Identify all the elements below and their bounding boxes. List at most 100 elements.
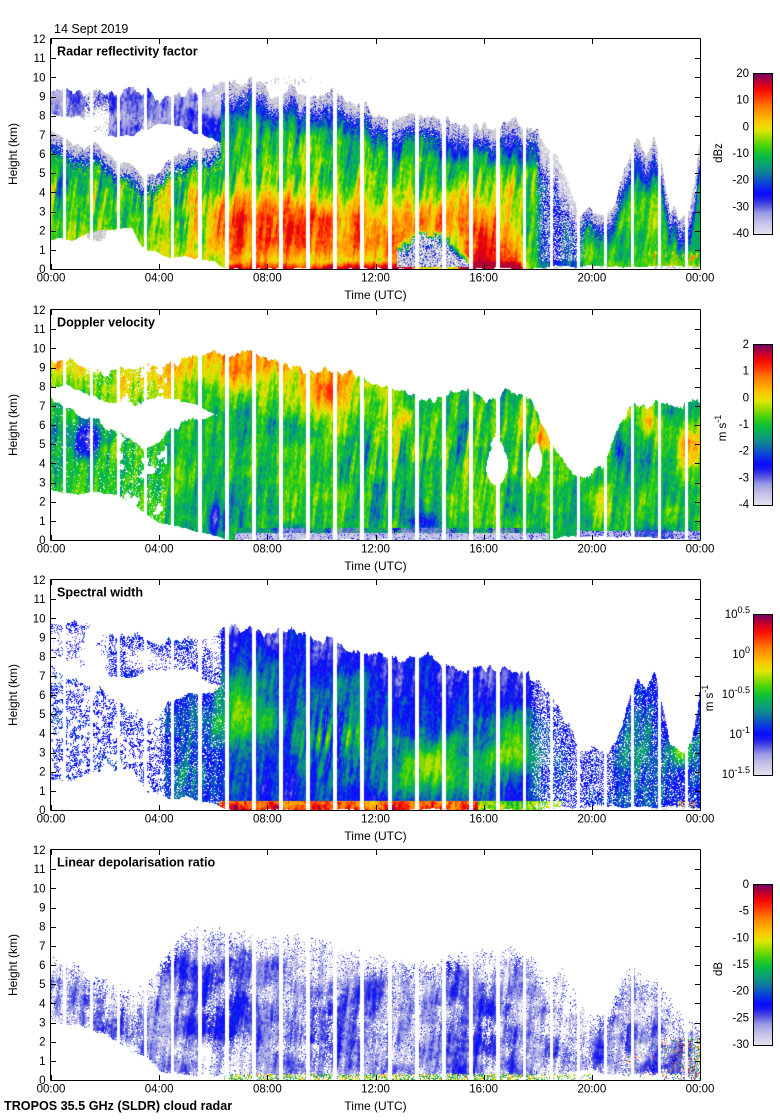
svg-text:Height (km): Height (km) [6, 934, 20, 996]
svg-text:12: 12 [33, 845, 46, 857]
svg-text:7: 7 [39, 130, 45, 142]
svg-text:-25: -25 [732, 1012, 749, 1024]
svg-text:m s-1: m s-1 [713, 415, 729, 442]
svg-text:dBz: dBz [713, 143, 725, 163]
svg-text:100: 100 [732, 645, 750, 661]
svg-text:10: 10 [33, 72, 46, 84]
svg-text:Height (km): Height (km) [6, 664, 20, 726]
svg-text:0: 0 [39, 805, 45, 817]
svg-text:00:00: 00:00 [37, 814, 66, 826]
svg-text:-20: -20 [732, 986, 749, 998]
svg-text:10-1: 10-1 [729, 725, 750, 741]
svg-text:11: 11 [34, 864, 46, 876]
svg-text:3: 3 [39, 748, 45, 760]
svg-text:Time (UTC): Time (UTC) [344, 559, 406, 573]
svg-text:08:00: 08:00 [253, 544, 282, 556]
svg-text:12: 12 [33, 34, 46, 46]
svg-text:6: 6 [39, 420, 45, 432]
svg-text:10: 10 [33, 613, 46, 625]
svg-text:-10: -10 [732, 932, 749, 944]
svg-text:-30: -30 [732, 201, 749, 213]
svg-text:11: 11 [34, 53, 46, 65]
svg-text:-10: -10 [732, 148, 749, 160]
svg-text:m s-1: m s-1 [700, 685, 716, 712]
svg-text:2: 2 [39, 1037, 45, 1049]
svg-text:5: 5 [39, 168, 45, 180]
svg-text:12: 12 [33, 575, 46, 587]
svg-text:-2: -2 [739, 446, 749, 458]
svg-text:20:00: 20:00 [577, 273, 606, 285]
svg-text:00:00: 00:00 [37, 1084, 66, 1096]
svg-text:6: 6 [39, 960, 45, 972]
svg-text:-4: -4 [739, 499, 750, 511]
svg-text:-5: -5 [739, 906, 749, 918]
svg-text:04:00: 04:00 [145, 1084, 174, 1096]
svg-text:Linear depolarisation ratio: Linear depolarisation ratio [57, 856, 215, 870]
svg-text:04:00: 04:00 [145, 273, 174, 285]
svg-text:0: 0 [743, 392, 749, 404]
svg-text:7: 7 [39, 671, 45, 683]
svg-text:14 Sept 2019: 14 Sept 2019 [54, 22, 128, 36]
svg-text:8: 8 [39, 922, 45, 934]
svg-text:5: 5 [39, 979, 45, 991]
svg-text:11: 11 [34, 324, 46, 336]
svg-text:12:00: 12:00 [361, 814, 390, 826]
svg-text:4: 4 [39, 728, 46, 740]
svg-text:1: 1 [39, 786, 45, 798]
svg-text:16:00: 16:00 [469, 544, 498, 556]
svg-text:0: 0 [39, 535, 45, 547]
svg-text:dB: dB [713, 962, 725, 976]
svg-text:4: 4 [39, 998, 46, 1010]
svg-text:11: 11 [34, 594, 46, 606]
svg-text:4: 4 [39, 458, 46, 470]
svg-text:7: 7 [39, 941, 45, 953]
svg-text:08:00: 08:00 [253, 814, 282, 826]
svg-text:Spectral width: Spectral width [57, 586, 143, 600]
svg-text:Radar reflectivity factor: Radar reflectivity factor [57, 45, 198, 59]
svg-text:10-0.5: 10-0.5 [722, 685, 750, 701]
svg-text:Time (UTC): Time (UTC) [344, 1099, 406, 1113]
svg-text:9: 9 [39, 633, 45, 645]
svg-text:00:00: 00:00 [37, 273, 66, 285]
svg-text:10: 10 [736, 95, 749, 107]
svg-text:3: 3 [39, 1018, 45, 1030]
svg-text:3: 3 [39, 207, 45, 219]
svg-text:1: 1 [39, 516, 45, 528]
svg-text:-20: -20 [732, 175, 749, 187]
svg-text:12:00: 12:00 [361, 273, 390, 285]
svg-text:20:00: 20:00 [577, 814, 606, 826]
svg-text:9: 9 [39, 92, 45, 104]
svg-text:00:00: 00:00 [686, 814, 715, 826]
svg-text:16:00: 16:00 [469, 1084, 498, 1096]
svg-text:3: 3 [39, 478, 45, 490]
svg-text:0: 0 [743, 879, 749, 891]
svg-text:Time (UTC): Time (UTC) [344, 288, 406, 302]
svg-text:0: 0 [39, 1075, 45, 1087]
svg-text:-1: -1 [739, 419, 749, 431]
svg-text:04:00: 04:00 [145, 544, 174, 556]
svg-text:TROPOS 35.5 GHz (SLDR) cloud r: TROPOS 35.5 GHz (SLDR) cloud radar [4, 1099, 232, 1113]
svg-text:6: 6 [39, 149, 45, 161]
svg-text:8: 8 [39, 652, 45, 664]
svg-text:12: 12 [33, 305, 46, 317]
svg-text:2: 2 [743, 339, 749, 351]
svg-text:20:00: 20:00 [577, 544, 606, 556]
svg-text:-15: -15 [732, 959, 749, 971]
svg-text:16:00: 16:00 [469, 814, 498, 826]
svg-text:00:00: 00:00 [686, 1084, 715, 1096]
svg-text:-30: -30 [732, 1039, 749, 1051]
svg-text:9: 9 [39, 363, 45, 375]
svg-text:08:00: 08:00 [253, 273, 282, 285]
svg-text:00:00: 00:00 [686, 273, 715, 285]
svg-text:8: 8 [39, 111, 45, 123]
svg-text:20:00: 20:00 [577, 1084, 606, 1096]
svg-text:1: 1 [39, 1056, 45, 1068]
svg-text:1: 1 [39, 245, 45, 257]
svg-text:0: 0 [743, 121, 749, 133]
svg-text:12:00: 12:00 [361, 1084, 390, 1096]
svg-text:10: 10 [33, 343, 46, 355]
svg-text:2: 2 [39, 226, 45, 238]
svg-text:0: 0 [39, 264, 45, 276]
svg-text:9: 9 [39, 903, 45, 915]
svg-text:1: 1 [743, 366, 749, 378]
